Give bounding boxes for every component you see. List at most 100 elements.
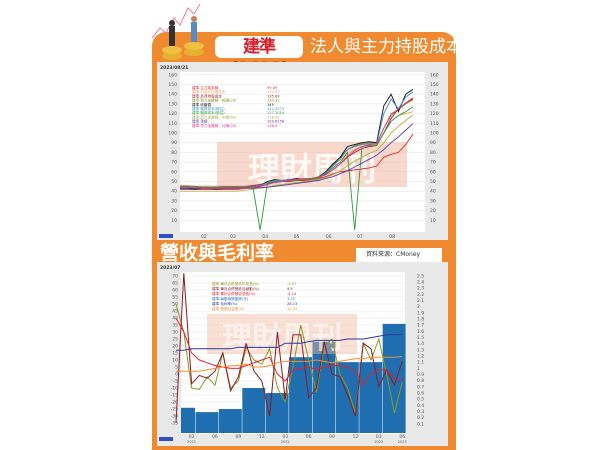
cost-chart: 2023/08/21 10 10 20 20 30 30 40 40 50 50 60 60 70 70 80…	[159, 65, 439, 240]
y-tick-left: -20	[171, 400, 178, 406]
legend-value: -4.14	[287, 292, 297, 296]
y-tick-left: 20	[171, 208, 177, 214]
watermark: 理財周刊	[222, 321, 342, 356]
x-tick: 06	[212, 434, 218, 440]
x-tick-year: 2021	[187, 440, 196, 444]
y-tick-right: 0.7	[417, 384, 424, 390]
y-tick-right: 0.9	[417, 372, 424, 378]
y-tick-left: -25	[171, 407, 178, 413]
y-tick-left: 70	[172, 274, 178, 280]
y-tick-right: 110	[430, 121, 439, 127]
series-line	[176, 356, 403, 372]
y-tick-right: 0.8	[417, 378, 424, 384]
y-tick-right: 150	[430, 82, 439, 88]
y-tick-left: -15	[171, 393, 178, 399]
x-tick: 12	[353, 434, 359, 440]
y-tick-left: 5	[175, 365, 178, 371]
legend-value: 1.72	[287, 297, 295, 301]
legend-label: 建準 累計合併營收成長(%)	[212, 291, 256, 296]
legend-value: 99.09	[267, 86, 278, 90]
eps-bar	[218, 409, 242, 433]
y-tick-right: 0.5	[417, 397, 424, 403]
y-tick-right: 1.7	[417, 323, 424, 329]
logo-badge	[159, 234, 173, 238]
y-tick-right: 120	[430, 111, 439, 117]
y-tick-left: 45	[172, 309, 178, 315]
date-label: 2023/07	[160, 265, 180, 271]
y-tick-right: 1.3	[417, 347, 424, 353]
y-tick-right: 80	[430, 150, 436, 156]
eps-bar	[265, 392, 289, 433]
y-tick-left: 40	[172, 316, 178, 322]
legend-label: 建準 單月合併營收月變動(%)	[212, 286, 259, 291]
y-tick-left: 60	[171, 169, 177, 175]
legend-label: 建準 收盤價	[192, 102, 212, 107]
source-note: 資料來源：CMoney	[356, 248, 442, 262]
legend-label: 建準 融券成本(推估)	[192, 110, 225, 115]
y-tick-left: 35	[172, 323, 178, 329]
series-line	[180, 88, 414, 190]
watermark-block	[207, 314, 357, 354]
legend-label: 建準 買力加權線 - 中線(60)	[192, 114, 237, 119]
y-tick-left: 80	[171, 150, 177, 156]
y-tick-right: 2.2	[417, 292, 424, 298]
series-line	[175, 317, 403, 387]
x-tick: 09	[329, 434, 335, 440]
legend-label: 建準 主力成本線	[192, 85, 219, 90]
x-tick: 03	[230, 234, 236, 240]
x-tick: 06	[326, 234, 332, 240]
y-tick-right: 1.5	[417, 335, 424, 341]
legend-value: -3.07	[287, 282, 296, 286]
y-tick-right: 0.2	[417, 415, 424, 421]
x-tick: 08	[389, 234, 395, 240]
y-tick-left: -35	[171, 421, 178, 427]
series-line	[175, 273, 403, 424]
x-tick: 12	[259, 434, 265, 440]
y-tick-right: 160	[430, 72, 439, 78]
legend-label: 建準 日成交均價成本	[192, 89, 226, 94]
y-tick-left: 25	[172, 337, 178, 343]
y-tick-left: 60	[172, 288, 178, 294]
legend-value: 28.13	[287, 302, 297, 306]
y-tick-right: 130	[430, 101, 439, 107]
x-tick-year: 2022	[281, 440, 290, 444]
y-tick-left: 30	[171, 198, 177, 204]
ticker-title: 建準(2421)	[215, 36, 303, 79]
series-line	[180, 106, 414, 231]
y-tick-right: 20	[430, 208, 436, 214]
y-tick-right: 2.1	[417, 298, 424, 304]
y-tick-left: 120	[168, 111, 177, 117]
revenue-chart: 2023/077065605550454035302520151050-5-10…	[159, 265, 424, 444]
series-line	[180, 114, 414, 192]
x-tick: 03	[376, 434, 382, 440]
x-tick: 09	[236, 434, 242, 440]
x-tick: 06	[306, 434, 312, 440]
legend-value: 135.63	[267, 94, 280, 98]
y-tick-right: 0.1	[417, 421, 424, 427]
x-tick: 03	[282, 434, 288, 440]
y-tick-right: 70	[430, 160, 436, 166]
eps-bar	[195, 412, 219, 433]
y-tick-right: 2.3	[417, 286, 424, 292]
y-tick-right: 50	[430, 179, 436, 185]
y-tick-left: 30	[172, 330, 178, 336]
legend-label: 建準 外資持股成本	[192, 93, 222, 98]
y-tick-right: 40	[430, 189, 436, 195]
eps-bar	[382, 323, 406, 433]
y-tick-right: 1.9	[417, 310, 424, 316]
y-tick-right: 1.4	[417, 341, 424, 347]
legend-label: 建準 每股稅後盈餘(元)	[212, 296, 249, 301]
y-tick-left: 65	[172, 281, 178, 287]
y-tick-right: 1	[417, 366, 420, 372]
legend-label: 建準 營業利益率(%)	[212, 306, 245, 311]
y-tick-left: 0	[175, 372, 178, 378]
page-subtitle: 法人與主力持股成本	[310, 37, 463, 57]
y-tick-right: 1.1	[417, 360, 424, 366]
x-tick: 02	[201, 234, 207, 240]
y-tick-left: -5	[174, 379, 179, 385]
legend-value: 109.6158	[267, 120, 285, 124]
legend-label: 建準 單月合併營收年成長(%)	[212, 281, 259, 286]
y-tick-left: 40	[171, 189, 177, 195]
y-tick-right: 1.6	[417, 329, 424, 335]
y-tick-right: 0.6	[417, 390, 424, 396]
